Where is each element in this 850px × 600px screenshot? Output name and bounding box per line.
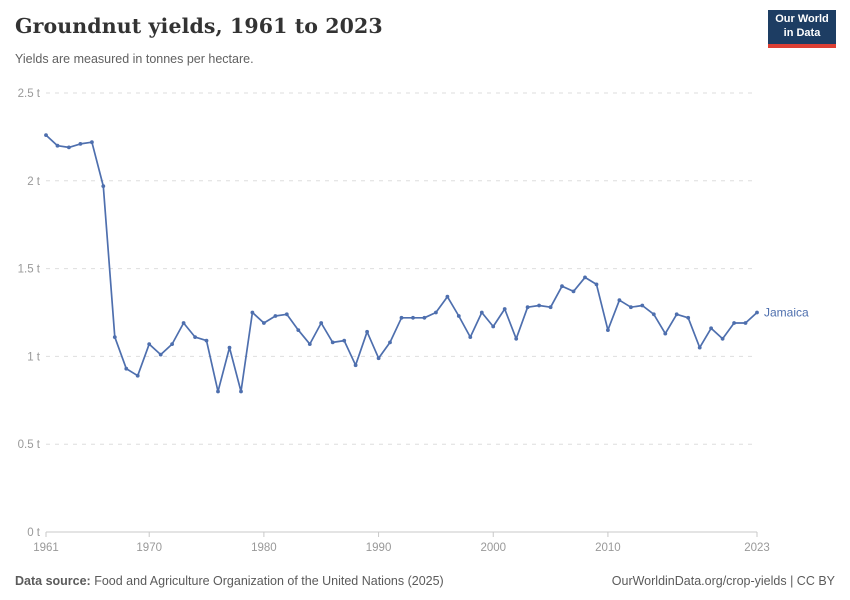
data-point [330,340,335,345]
data-point [537,303,541,308]
data-point [399,315,404,320]
owid-logo[interactable]: Our World in Data [768,10,836,48]
owid-logo-line1: Our World [775,13,829,26]
y-tick-label: 0.5 t [18,439,41,451]
data-point [755,310,759,315]
data-point [743,321,748,325]
data-point [273,314,278,318]
data-point [284,312,289,317]
data-point [44,133,48,137]
data-point [720,336,725,341]
data-source: Data source: Food and Agriculture Organi… [15,574,444,588]
data-point [170,342,175,346]
data-point [617,298,622,303]
data-point [376,356,381,361]
series-line-jamaica [45,134,758,393]
data-point [606,328,610,332]
chart-subtitle: Yields are measured in tonnes per hectar… [15,52,254,66]
y-tick-label: 2.5 t [18,88,41,100]
data-point [709,326,713,331]
page-title: Groundnut yields, 1961 to 2023 [15,14,383,38]
y-tick-label: 1 t [27,351,41,363]
series-label-jamaica: Jamaica [764,306,809,320]
y-axis-labels: 0 t 0.5 t 1 t 1.5 t 2 t 2.5 t [18,88,41,539]
data-point [90,140,94,145]
data-point [502,307,507,311]
y-gridlines [46,92,757,445]
data-point [227,345,232,350]
data-point [342,338,347,343]
data-point [158,352,163,357]
x-tick-label: 2000 [480,542,506,554]
data-point [456,314,461,318]
data-point [296,328,301,332]
chart-header: Groundnut yields, 1961 to 2023 Yields ar… [0,0,850,75]
x-tick-label: 2010 [595,542,621,554]
data-point [319,321,324,325]
series-points-jamaica [44,133,759,394]
x-tick-label: 1980 [251,542,277,554]
x-tick-label: 1990 [366,542,392,554]
data-point [468,335,473,339]
data-point [594,282,599,287]
data-point [204,338,209,343]
chart-footer: Data source: Food and Agriculture Organi… [15,574,835,588]
data-point [78,142,83,146]
data-point [674,312,679,317]
data-point [686,315,691,320]
data-point [560,284,564,289]
data-point [216,389,220,394]
data-point [445,294,450,299]
data-point [697,345,702,350]
data-point [388,340,392,345]
data-point [135,373,140,378]
data-point [365,329,369,334]
data-point [629,305,633,310]
data-point [663,331,668,336]
data-source-label: Data source: [15,574,91,588]
data-point [112,335,117,339]
x-tick-label: 1970 [136,542,162,554]
data-point [55,143,60,148]
data-point [239,389,243,394]
data-point [411,315,415,320]
data-point [262,321,266,325]
x-tick-label: 2023 [744,542,770,554]
data-point [571,289,576,294]
data-point [548,305,553,310]
x-axis [45,531,758,537]
data-source-text: Food and Agriculture Organization of the… [90,574,444,588]
data-point [250,310,255,315]
data-point [651,312,656,317]
data-point [422,315,427,320]
line-chart: 0 t 0.5 t 1 t 1.5 t 2 t 2.5 t 1961 1970 1980 1990… [18,88,809,554]
data-point [434,310,438,315]
y-tick-label: 2 t [27,176,41,188]
y-tick-label: 1.5 t [18,264,41,276]
data-point [124,366,129,371]
data-point [101,184,106,188]
data-point [181,321,186,325]
footer-citation-link[interactable]: OurWorldinData.org/crop-yields | CC BY [611,574,835,588]
data-point [732,321,736,325]
data-point [491,324,496,329]
x-axis-labels: 1961 1970 1980 1990 2000 2010 2023 [33,542,770,554]
data-point [307,342,312,346]
data-point [525,305,530,310]
owid-logo-line2: in Data [783,27,821,39]
data-point [67,145,71,150]
data-point [479,310,484,315]
data-point [353,363,358,368]
data-point [640,303,645,308]
y-tick-label: 0 t [27,527,41,539]
data-point [514,336,519,341]
data-point [193,335,198,339]
data-point [147,342,152,346]
data-point [583,275,587,280]
x-tick-label: 1961 [33,542,59,554]
